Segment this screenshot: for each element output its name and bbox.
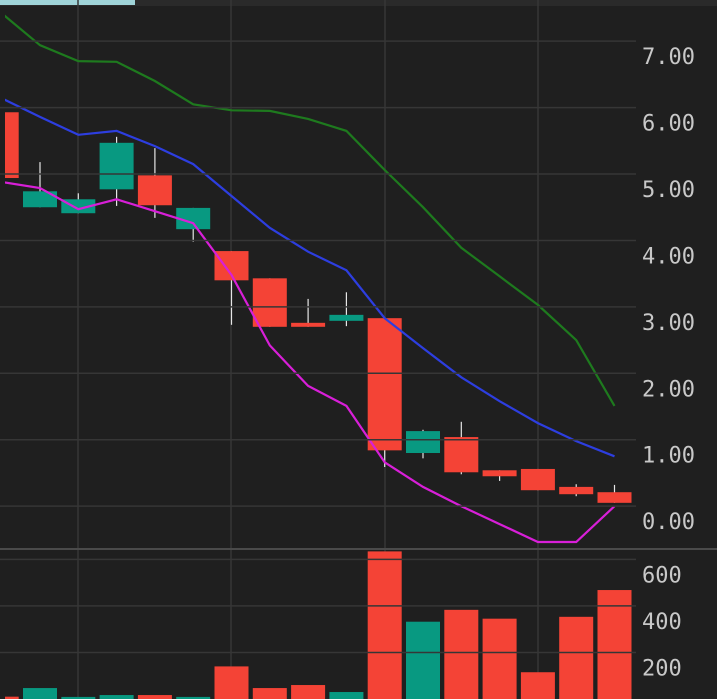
indicator-line xyxy=(5,98,615,458)
volume-bar xyxy=(406,621,440,699)
y-tick-label: 1.00 xyxy=(642,444,695,469)
candle-body xyxy=(482,470,517,477)
volume-bar xyxy=(444,609,479,699)
y-tick-label: 200 xyxy=(642,656,682,681)
volume-bar xyxy=(137,695,172,699)
candle-body xyxy=(23,191,57,208)
top-bar xyxy=(0,0,717,6)
y-tick-label: 7.00 xyxy=(642,45,695,70)
indicator-line xyxy=(5,181,616,544)
y-tick-label: 4.00 xyxy=(642,244,695,269)
candle-body xyxy=(520,468,555,491)
y-tick-label: 5.00 xyxy=(642,178,695,203)
volume-bar xyxy=(61,696,96,699)
candle-body xyxy=(176,207,211,230)
y-tick-label: 600 xyxy=(642,563,682,588)
volume-bar xyxy=(520,672,555,699)
volume-bar xyxy=(23,688,57,699)
tab-indicator xyxy=(0,0,135,5)
candle-body xyxy=(252,278,287,327)
candle-body xyxy=(5,112,19,179)
candle-body xyxy=(99,142,134,190)
indicator-line xyxy=(5,14,616,407)
candle-body xyxy=(137,175,172,206)
candle-body xyxy=(559,486,594,495)
y-tick-label: 0.00 xyxy=(642,510,695,535)
volume-bar xyxy=(329,692,364,699)
volume-bar xyxy=(482,618,517,699)
candle-body xyxy=(597,492,632,503)
volume-bar xyxy=(214,666,249,699)
volume-bar xyxy=(99,695,134,699)
candle-body xyxy=(444,437,479,473)
axes: 0.00 1.00 2.00 3.00 4.00 5.00 6.00 7.00 200 400 60… xyxy=(0,40,695,681)
volume-bar xyxy=(597,590,632,699)
volume-bar xyxy=(291,685,326,699)
plot-area xyxy=(5,14,632,699)
candle-body xyxy=(367,318,402,451)
candle-body xyxy=(291,322,326,327)
candle-body xyxy=(329,314,364,321)
y-tick-label: 400 xyxy=(642,610,682,635)
volume-bar xyxy=(5,696,19,699)
y-tick-label: 6.00 xyxy=(642,112,695,137)
volume-bar xyxy=(252,688,287,699)
y-tick-label: 3.00 xyxy=(642,311,695,336)
y-tick-label: 2.00 xyxy=(642,377,695,402)
volume-bar xyxy=(559,616,594,699)
volume-bar xyxy=(367,551,402,699)
candle-body xyxy=(61,199,96,214)
candle-body xyxy=(406,431,440,454)
volume-bar xyxy=(176,696,211,699)
